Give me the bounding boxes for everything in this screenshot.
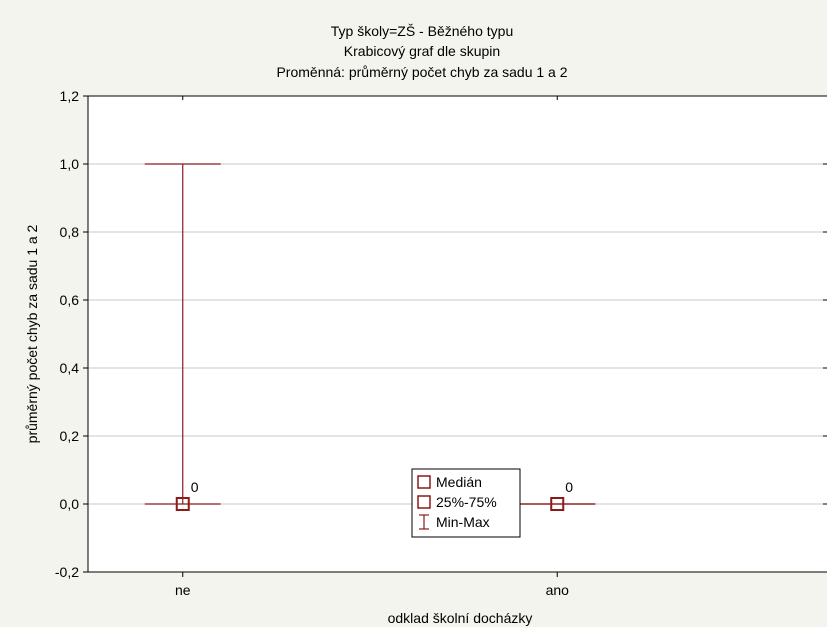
y-axis-label: průměrný počet chyb za sadu 1 a 2: [24, 224, 40, 443]
y-tick-label: -0,2: [55, 564, 79, 580]
x-axis-label: odklad školní docházky: [388, 610, 533, 626]
y-tick-label: 0,0: [60, 496, 80, 512]
y-tick-label: 0,2: [60, 428, 80, 444]
y-tick-label: 0,6: [60, 292, 80, 308]
legend-median-icon: [417, 475, 431, 489]
median-marker: [175, 497, 190, 511]
median-label: 0: [191, 479, 199, 495]
median-label: 0: [565, 479, 573, 495]
chart-title-line-2: Krabicový graf dle skupin: [344, 43, 500, 59]
chart-title-line-1: Typ školy=ZŠ - Běžného typu: [331, 23, 513, 39]
legend-label: Min-Max: [436, 514, 490, 530]
x-tick-label: ne: [175, 582, 191, 598]
y-tick-label: 1,0: [60, 156, 80, 172]
x-tick-label: ano: [546, 582, 570, 598]
legend-label: 25%-75%: [436, 494, 497, 510]
legend-iqr-icon: [417, 495, 431, 509]
legend-label: Medián: [436, 474, 482, 490]
chart-titles: Typ školy=ZŠ - Běžného typu Krabicový gr…: [276, 23, 567, 80]
y-tick-label: 1,2: [60, 88, 80, 104]
y-tick-label: 0,4: [60, 360, 80, 376]
chart-title-line-3: Proměnná: průměrný počet chyb za sadu 1 …: [276, 64, 567, 80]
median-marker: [550, 497, 565, 511]
axes: -0,2 0,0 0,2 0,4 0,6 0,8 1,0 1,2 ne ano: [55, 88, 827, 598]
legend: Medián 25%-75% Min-Max: [411, 468, 521, 538]
y-tick-label: 0,8: [60, 224, 80, 240]
